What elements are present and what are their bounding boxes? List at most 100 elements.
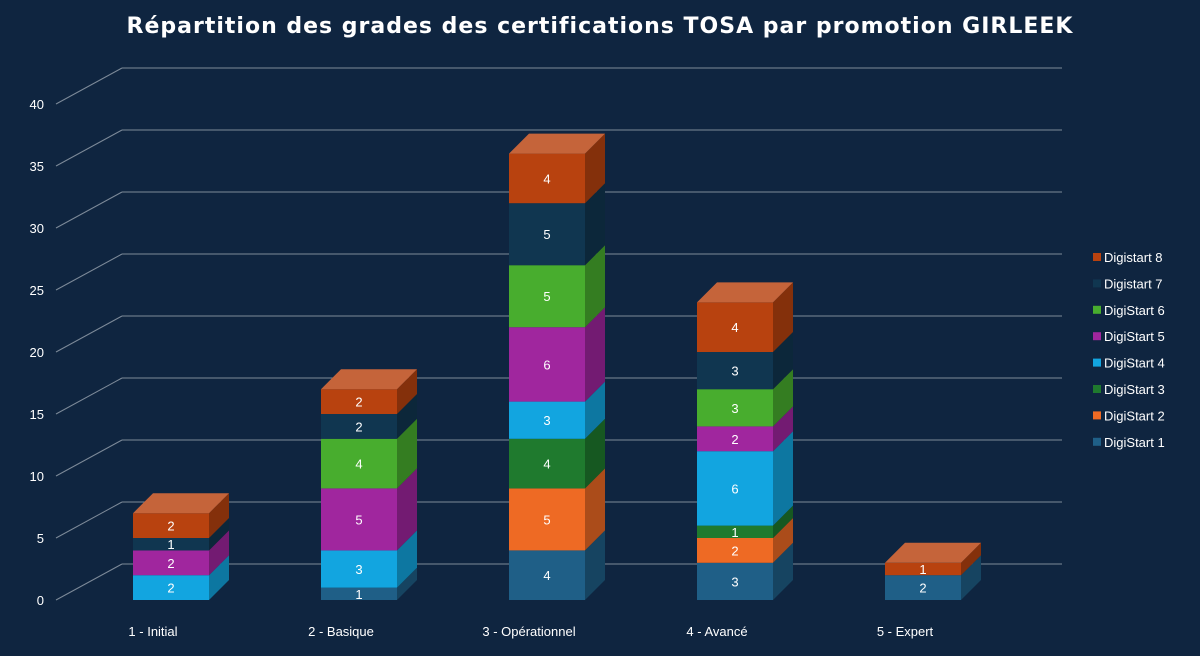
bar-value-label: 4	[731, 320, 738, 335]
bar-stack: 21	[885, 542, 981, 600]
bar-segment-side	[773, 282, 793, 352]
gridline-diagonal	[55, 253, 123, 291]
legend-item: Digistart 7	[1093, 276, 1163, 291]
gridline-diagonal	[55, 67, 123, 105]
bar-segment-side	[773, 542, 793, 600]
bar-value-label: 5	[355, 512, 362, 527]
bar-segment	[509, 153, 585, 204]
y-axis-ticks: 0 5 10 15 20 25 30 35 40	[30, 97, 44, 608]
legend-label: DigiStart 6	[1104, 303, 1165, 318]
bar-value-label: 4	[543, 457, 550, 472]
bar-segment-side	[961, 542, 981, 576]
legend-item: DigiStart 4	[1093, 356, 1165, 371]
bar-segment	[885, 575, 961, 600]
gridline-diagonal	[55, 501, 123, 539]
bar-segment-side	[209, 493, 229, 538]
legend-label: DigiStart 1	[1104, 435, 1165, 450]
bar-value-label: 3	[355, 562, 362, 577]
bar-value-label: 4	[543, 568, 550, 583]
bar-value-label: 6	[543, 357, 550, 372]
bar-segment	[697, 538, 773, 563]
category-label: 5 - Expert	[877, 624, 934, 639]
legend-swatch	[1093, 411, 1101, 420]
bar-segment	[321, 414, 397, 439]
legend-swatch	[1093, 253, 1101, 261]
bar-segment-side	[585, 418, 605, 489]
bar-top-face	[697, 282, 793, 303]
bar-segment-side	[773, 332, 793, 390]
bar-segment	[133, 538, 209, 551]
bar-value-label: 1	[167, 537, 174, 552]
legend-item: DigiStart 5	[1093, 329, 1165, 344]
bar-value-label: 2	[731, 543, 738, 558]
y-tick-label: 35	[30, 159, 44, 174]
gridline-diagonal	[55, 129, 123, 167]
bar-stack: 4 5 4 3 6 5 5 4	[509, 133, 605, 600]
y-tick-label: 30	[30, 221, 44, 236]
bar-value-label: 5	[543, 227, 550, 242]
bar-value-label: 1	[731, 525, 738, 540]
bar-segment	[697, 525, 773, 538]
bar-value-label: 5	[543, 512, 550, 527]
bar-segment	[321, 587, 397, 600]
bar-segment-side	[773, 518, 793, 563]
bar-segment	[509, 203, 585, 266]
bar-value-label: 2	[167, 519, 174, 534]
legend-swatch	[1093, 358, 1101, 367]
legend-item: DigiStart 3	[1093, 382, 1165, 397]
x-axis-categories: 1 - Initial 2 - Basique 3 - Opérationnel 4 …	[128, 624, 933, 639]
bar-value-label: 3	[731, 401, 738, 416]
bar-segment-side	[209, 555, 229, 600]
category-label: 4 - Avancé	[686, 624, 747, 639]
bar-segment	[321, 389, 397, 414]
bar-segment	[509, 488, 585, 551]
bar-segment-side	[209, 530, 229, 576]
bar-segment	[133, 513, 209, 538]
bar-segment	[509, 550, 585, 600]
legend-swatch	[1093, 279, 1101, 288]
bar-top-face	[509, 133, 605, 154]
legend-item: DigiStart 2	[1093, 408, 1165, 423]
bar-stack: 2 2 1 2	[133, 493, 229, 600]
legend-swatch	[1093, 332, 1101, 341]
bar-segment	[509, 265, 585, 328]
bar-segment	[697, 302, 773, 352]
bar-segment-side	[585, 307, 605, 402]
bar-value-label: 1	[355, 587, 362, 602]
bar-value-label: 2	[355, 395, 362, 410]
category-label: 1 - Initial	[128, 624, 177, 639]
bar-segment-side	[773, 369, 793, 427]
y-tick-label: 25	[30, 283, 44, 298]
bar-value-label: 3	[731, 574, 738, 589]
bar-segment-side	[397, 418, 417, 489]
category-label: 3 - Opérationnel	[482, 624, 575, 639]
bar-segment	[321, 488, 397, 551]
bar-value-label: 2	[167, 556, 174, 571]
bar-value-label: 6	[731, 481, 738, 496]
bar-stack: 3 2 1 6 2 3 3 4	[697, 282, 793, 600]
bar-segment	[697, 451, 773, 526]
legend-label: DigiStart 5	[1104, 329, 1165, 344]
bar-stack: 1 3 5 4 2 2	[321, 369, 417, 602]
bar-segment-side	[585, 133, 605, 204]
y-tick-label: 40	[30, 97, 44, 112]
y-tick-label: 10	[30, 469, 44, 484]
category-label: 2 - Basique	[308, 624, 374, 639]
bar-segment	[509, 327, 585, 402]
legend: Digistart 8 Digistart 7 DigiStart 6 DigiSta…	[1093, 250, 1165, 450]
legend-label: Digistart 7	[1104, 276, 1163, 291]
legend-label: DigiStart 3	[1104, 382, 1165, 397]
bar-segment	[133, 550, 209, 576]
bar-segment-side	[585, 183, 605, 266]
bar-segment-side	[773, 505, 793, 538]
gridline-diagonal	[55, 315, 123, 353]
gridline-diagonal	[55, 439, 123, 477]
legend-item: DigiStart 1	[1093, 435, 1165, 450]
gridline-diagonal	[55, 191, 123, 229]
bar-value-label: 5	[543, 289, 550, 304]
legend-label: DigiStart 4	[1104, 356, 1165, 371]
bar-segment	[321, 438, 397, 489]
legend-swatch	[1093, 305, 1101, 314]
bar-segment-side	[585, 468, 605, 551]
